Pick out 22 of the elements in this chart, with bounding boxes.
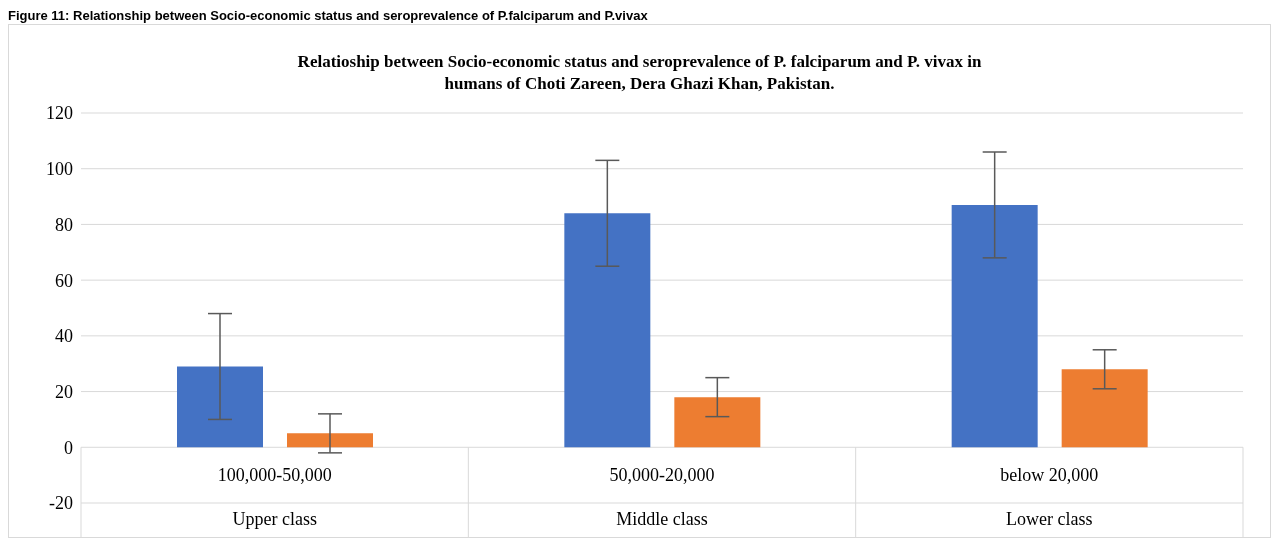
bar	[564, 213, 651, 448]
bar	[674, 397, 761, 448]
x-tick-label: 50,000-20,000	[609, 465, 715, 486]
y-tick-label: 0	[64, 437, 73, 458]
y-tick-label: 60	[55, 270, 73, 291]
y-tick-label: 120	[46, 103, 73, 124]
y-tick-label: 100	[46, 159, 73, 180]
x-tick-label: below 20,000	[1000, 465, 1099, 486]
bar	[951, 204, 1038, 448]
x-tick-label: 100,000-50,000	[217, 465, 332, 486]
text: Middle class	[616, 509, 708, 529]
text: Lower class	[1006, 509, 1093, 529]
bar	[1061, 369, 1148, 448]
y-tick-label: 80	[55, 214, 73, 235]
y-tick-label: -20	[49, 493, 73, 514]
chart-title: Relatioship between Socio-economic status and seroprevalence of P. falciparum and P. vivax in humans of Choti Zareen, Dera Ghazi Khan, Pakistan.	[296, 51, 983, 95]
y-tick-label: 20	[55, 381, 73, 402]
y-tick-label: 40	[55, 326, 73, 347]
text: Upper class	[232, 509, 317, 529]
bar	[287, 433, 373, 448]
bar	[177, 366, 263, 448]
caption: Figure 11: Relationship between Socio-economic status and seroprevalence of P.falciparum and P.vivax	[8, 8, 649, 24]
